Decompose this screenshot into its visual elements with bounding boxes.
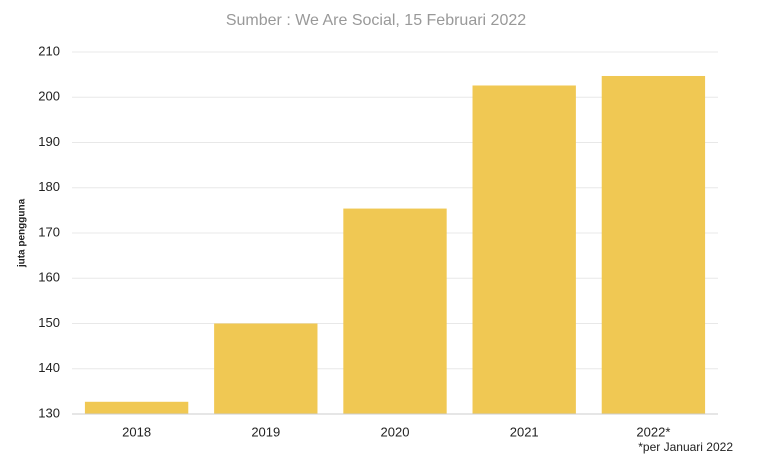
- y-tick-label: 150: [38, 315, 60, 330]
- y-tick-label: 200: [38, 89, 60, 104]
- y-tick-label: 180: [38, 179, 60, 194]
- footnote: *per Januari 2022: [638, 440, 733, 454]
- bar: [214, 323, 318, 414]
- y-tick-label: 140: [38, 360, 60, 375]
- x-tick-label: 2022*: [636, 424, 670, 439]
- y-tick-label: 160: [38, 270, 60, 285]
- y-tick-label: 170: [38, 224, 60, 239]
- x-tick-label: 2018: [122, 424, 151, 439]
- bar: [472, 85, 576, 415]
- y-axis-label: juta pengguna: [17, 198, 28, 268]
- y-tick-label: 190: [38, 134, 60, 149]
- y-tick-label: 130: [38, 405, 60, 420]
- bar: [84, 401, 189, 414]
- chart-subtitle: Sumber : We Are Social, 15 Februari 2022: [226, 12, 526, 29]
- x-tick-label: 2020: [381, 424, 410, 439]
- y-tick-label: 210: [38, 43, 60, 58]
- x-tick-label: 2021: [510, 424, 539, 439]
- bar: [343, 208, 447, 414]
- x-tick-label: 2019: [251, 424, 280, 439]
- bar: [601, 75, 706, 415]
